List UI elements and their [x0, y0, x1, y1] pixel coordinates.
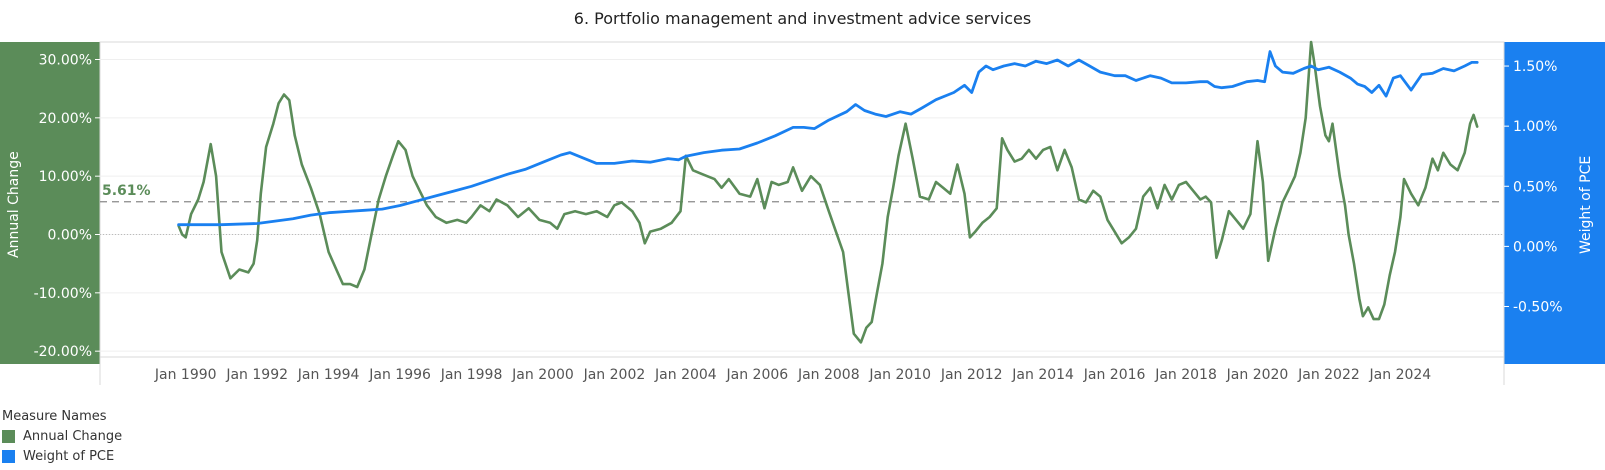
plot-border	[99, 41, 1505, 358]
y-left-tick-label-1: 20.00%	[39, 111, 92, 127]
y-left-tick-label-4: -10.00%	[34, 286, 92, 302]
y-right-tick-label-4: -0.50%	[1513, 300, 1563, 316]
x-tick-label-4: Jan 1998	[440, 367, 503, 383]
x-tick-label-5: Jan 2000	[511, 367, 574, 383]
left-axis-band	[0, 42, 100, 364]
legend-item-weight-of-pce[interactable]: Weight of PCE	[2, 446, 122, 466]
x-tick-label-12: Jan 2014	[1011, 367, 1074, 383]
legend-label-weight-of-pce: Weight of PCE	[23, 448, 115, 464]
legend-swatch-weight-of-pce	[2, 449, 15, 463]
series-line-weight-of-pce[interactable]	[177, 50, 1479, 227]
legend-swatch-annual-change	[2, 429, 15, 443]
series-line-annual-change[interactable]	[177, 40, 1479, 344]
y-left-tick-label-3: 0.00%	[48, 228, 92, 244]
x-tick-label-7: Jan 2004	[654, 367, 717, 383]
x-tick-label-17: Jan 2024	[1369, 367, 1432, 383]
y-axis-left-label: Annual Change	[6, 151, 22, 259]
legend-label-annual-change: Annual Change	[23, 428, 123, 444]
y-axis-right-label: Weight of PCE	[1578, 155, 1594, 255]
x-tick-label-16: Jan 2022	[1297, 367, 1360, 383]
x-tick-label-10: Jan 2010	[868, 367, 931, 383]
x-tick-label-6: Jan 2002	[583, 367, 646, 383]
legend-item-annual-change[interactable]: Annual Change	[2, 426, 122, 446]
legend: Measure Names Annual Change Weight of PC…	[2, 409, 122, 466]
x-tick-label-8: Jan 2006	[726, 367, 789, 383]
y-left-tick-label-5: -20.00%	[34, 344, 92, 360]
x-tick-label-13: Jan 2016	[1083, 367, 1146, 383]
x-tick-label-3: Jan 1996	[368, 367, 431, 383]
right-axis-band	[1504, 42, 1605, 364]
y-right-tick-label-2: 0.50%	[1513, 179, 1557, 195]
x-tick-label-14: Jan 2018	[1154, 367, 1217, 383]
x-tick-label-11: Jan 2012	[940, 367, 1003, 383]
x-tick-label-0: Jan 1990	[154, 367, 217, 383]
reference-line-label: 5.61%	[102, 183, 151, 199]
x-tick-label-2: Jan 1994	[297, 367, 360, 383]
y-right-tick-label-3: 0.00%	[1513, 239, 1557, 255]
x-tick-label-1: Jan 1992	[225, 367, 288, 383]
legend-title: Measure Names	[2, 409, 107, 424]
y-right-tick-label-1: 1.00%	[1513, 119, 1557, 135]
y-right-tick-label-0: 1.50%	[1513, 59, 1557, 75]
x-tick-label-15: Jan 2020	[1226, 367, 1289, 383]
y-left-tick-label-2: 10.00%	[39, 169, 92, 185]
chart-title: 6. Portfolio management and investment a…	[573, 9, 1032, 28]
x-tick-label-9: Jan 2008	[797, 367, 860, 383]
y-left-tick-label-0: 30.00%	[39, 53, 92, 69]
